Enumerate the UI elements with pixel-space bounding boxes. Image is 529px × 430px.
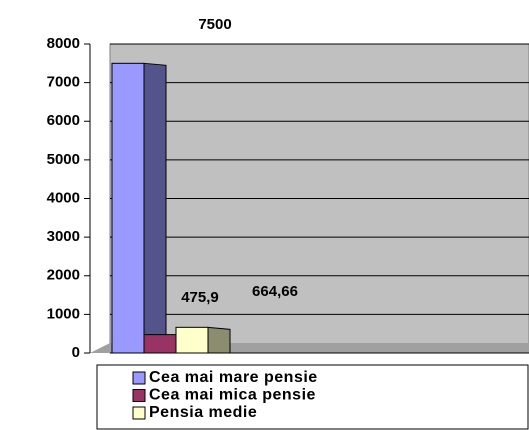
bar [143,334,177,354]
y-tick-label: 6000 [47,112,80,129]
y-tick-label: 5000 [47,151,80,168]
y-tick-label: 8000 [47,35,80,52]
bar-side [143,62,167,354]
legend-label: Cea mai mare pensie [149,369,318,386]
y-tick-label: 7000 [47,74,80,91]
y-tick-label: 4000 [47,189,80,206]
legend-swatch [132,389,146,402]
legend-swatch [132,371,146,385]
bar-side [207,326,231,354]
legend-label: Pensia medie [149,404,257,421]
bar [111,62,145,354]
legend-label: Cea mai mica pensie [149,387,316,404]
y-tick-label: 0 [72,344,80,361]
bar [175,326,209,354]
y-tick-label: 2000 [47,267,80,284]
y-tick-label: 1000 [47,305,80,322]
y-tick-label: 3000 [47,228,80,245]
value-label: 664,66 [252,283,298,300]
value-label: 475,9 [181,289,219,306]
value-label: 7500 [198,16,231,33]
legend-swatch [132,406,146,420]
legend-box [96,364,529,430]
